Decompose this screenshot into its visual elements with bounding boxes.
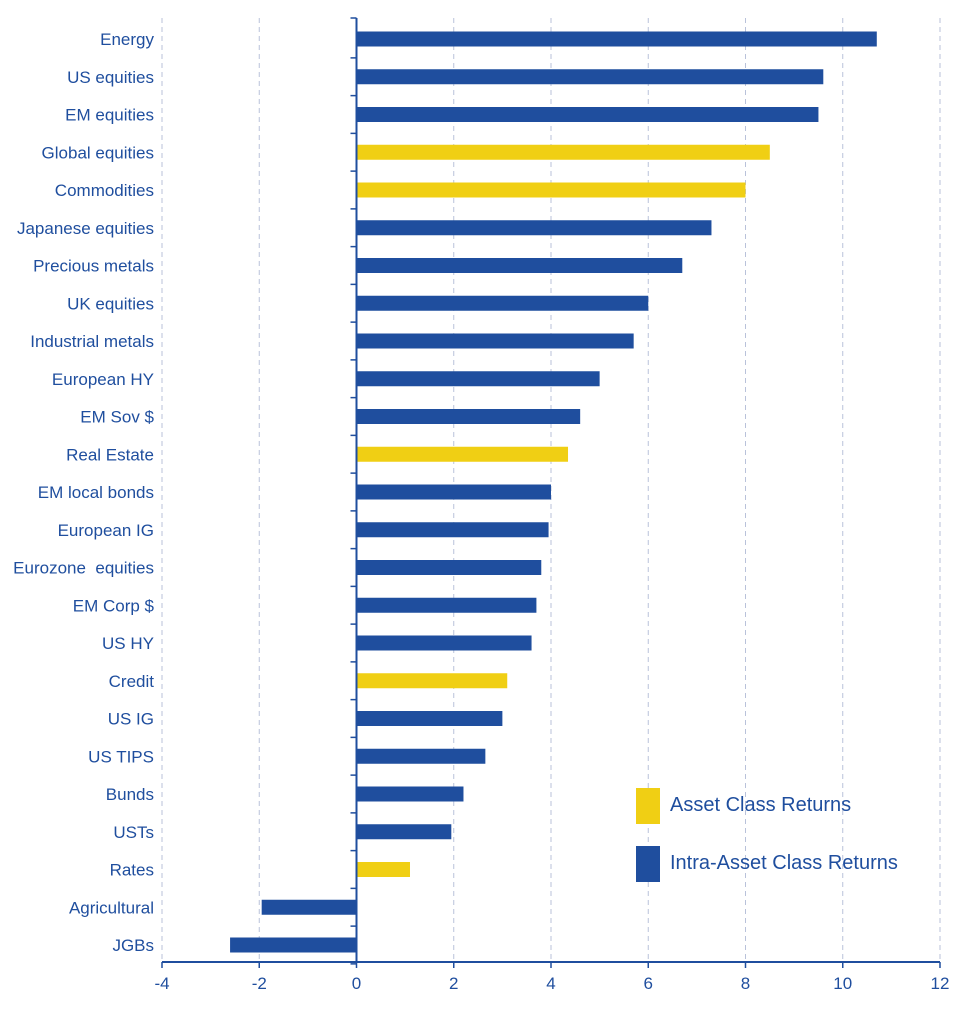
bar-us-hy xyxy=(356,635,532,651)
category-label-us-equities: US equities xyxy=(67,68,154,87)
legend: Asset Class Returns Intra-Asset Class Ret… xyxy=(636,788,898,882)
bar-real-estate xyxy=(356,446,569,462)
bar-usts xyxy=(356,824,452,840)
category-label-us-ig: US IG xyxy=(108,710,154,729)
category-label-uk-equities: UK equities xyxy=(67,294,154,313)
bar-bunds xyxy=(356,786,464,802)
tick-labels: -4 -2 0 2 4 6 8 10 12 xyxy=(154,974,949,993)
bar-us-tips xyxy=(356,748,486,764)
bar-eurozone-equities xyxy=(356,560,542,575)
category-label-industrial-metals: Industrial metals xyxy=(30,332,154,351)
category-label-eurozone-equities: Eurozone equities xyxy=(13,559,154,578)
category-label-agricultural: Agricultural xyxy=(69,898,154,917)
category-label-global-equities: Global equities xyxy=(42,143,154,162)
bar-uk-equities xyxy=(356,295,649,311)
x-tick-label-4: 4 xyxy=(546,974,555,993)
category-label-em-sov: EM Sov $ xyxy=(80,408,154,427)
bar-commodities xyxy=(356,182,746,198)
bar-global-equities xyxy=(356,144,770,160)
x-tick-label-neg2: -2 xyxy=(252,974,267,993)
bar-us-ig xyxy=(356,711,503,726)
category-label-usts: USTs xyxy=(113,823,154,842)
bar-rates xyxy=(356,862,410,877)
bar-em-local-bonds xyxy=(356,484,551,500)
legend-label-asset-class-returns: Asset Class Returns xyxy=(670,794,851,816)
bar-jgbs xyxy=(230,937,357,953)
category-label-jgbs: JGBs xyxy=(112,936,154,955)
bar-em-sov xyxy=(356,409,581,424)
x-tick-label-10: 10 xyxy=(833,974,852,993)
bar-industrial-metals xyxy=(356,333,634,349)
bar-european-hy xyxy=(356,371,600,387)
bar-agricultural xyxy=(261,899,357,915)
legend-swatch-asset-class-returns xyxy=(636,788,660,824)
legend-swatch-intra-asset-class-returns xyxy=(636,846,660,882)
category-label-real-estate: Real Estate xyxy=(66,445,154,464)
bar-em-equities xyxy=(356,107,819,122)
bar-credit xyxy=(356,673,508,689)
bar-precious-metals xyxy=(356,258,683,273)
x-tick-label-neg4: -4 xyxy=(154,974,169,993)
category-label-credit: Credit xyxy=(109,672,155,691)
category-label-em-corp: EM Corp $ xyxy=(73,596,155,615)
category-label-japanese-equities: Japanese equities xyxy=(17,219,154,238)
x-tick-label-6: 6 xyxy=(644,974,653,993)
category-label-us-hy: US HY xyxy=(102,634,154,653)
x-tick-label-8: 8 xyxy=(741,974,750,993)
category-label-commodities: Commodities xyxy=(55,181,154,200)
category-label-rates: Rates xyxy=(110,861,154,880)
category-label-em-equities: EM equities xyxy=(65,106,154,125)
x-tick-label-0: 0 xyxy=(352,974,361,993)
category-label-em-local-bonds: EM local bonds xyxy=(38,483,154,502)
category-label-precious-metals: Precious metals xyxy=(33,257,154,276)
category-label-european-hy: European HY xyxy=(52,370,154,389)
category-label-us-tips: US TIPS xyxy=(88,747,154,766)
bar-european-ig xyxy=(356,522,549,538)
bar-japanese-equities xyxy=(356,220,712,236)
bar-em-corp xyxy=(356,597,537,613)
bars xyxy=(230,31,877,953)
bar-energy xyxy=(356,31,877,47)
legend-label-intra-asset-class-returns: Intra-Asset Class Returns xyxy=(670,852,898,874)
axes xyxy=(161,17,941,968)
category-labels: Energy US equities EM equities Global equit… xyxy=(13,30,154,955)
x-tick-label-2: 2 xyxy=(449,974,458,993)
category-label-bunds: Bunds xyxy=(106,785,154,804)
bar-us-equities xyxy=(356,69,824,85)
category-label-energy: Energy xyxy=(100,30,154,49)
category-label-european-ig: European IG xyxy=(58,521,154,540)
x-tick-label-12: 12 xyxy=(931,974,950,993)
